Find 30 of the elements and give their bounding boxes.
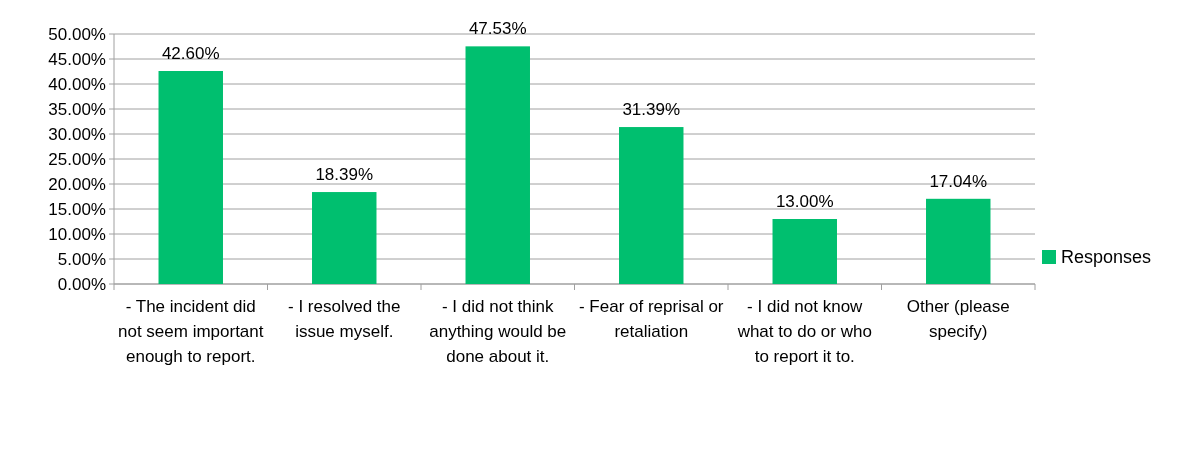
- y-tick-label: 30.00%: [48, 124, 106, 144]
- bar: [312, 192, 377, 284]
- data-label: 47.53%: [468, 19, 527, 39]
- data-label: 18.39%: [315, 165, 374, 185]
- x-tick-label: - I resolved the issue myself.: [288, 297, 401, 341]
- data-label: 17.04%: [929, 171, 988, 191]
- y-tick-label: 40.00%: [48, 74, 106, 94]
- x-tick-label: - The incident did not seem important enough to report.: [117, 297, 264, 366]
- y-tick-label: 25.00%: [48, 149, 106, 169]
- x-tick-label: - I did not know what to do or who to report it to.: [736, 297, 872, 366]
- x-tick-label: - I did not think anything would be done about it.: [429, 297, 567, 366]
- y-tick-label: 20.00%: [48, 174, 106, 194]
- y-tick-label: 45.00%: [48, 49, 106, 69]
- bar: [465, 46, 530, 284]
- x-tick-label: - Fear of reprisal or retaliation: [578, 297, 724, 341]
- y-tick-label: 50.00%: [48, 24, 106, 44]
- y-tick-label: 35.00%: [48, 99, 106, 119]
- bar: [772, 219, 837, 284]
- data-label: 31.39%: [622, 100, 681, 120]
- y-tick-label: 10.00%: [48, 224, 106, 244]
- bar: [619, 127, 684, 284]
- y-tick-label: 0.00%: [57, 274, 106, 294]
- y-tick-label: 15.00%: [48, 199, 106, 219]
- legend-label: Responses: [1061, 247, 1152, 268]
- data-label: 13.00%: [775, 192, 834, 211]
- bar: [926, 198, 991, 284]
- x-tick-label: Other (please specify): [906, 297, 1010, 341]
- y-tick-label: 5.00%: [57, 249, 106, 269]
- bar: [158, 71, 223, 284]
- data-label: 42.60%: [161, 44, 220, 63]
